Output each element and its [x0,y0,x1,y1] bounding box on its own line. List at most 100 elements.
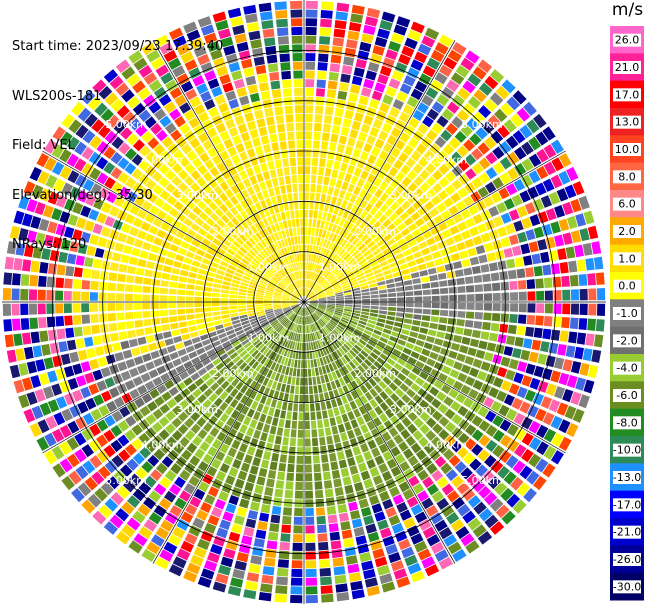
velocity-cell [338,227,346,237]
velocity-cell [321,141,329,150]
velocity-cell [216,65,229,77]
velocity-cell [289,245,294,255]
velocity-cell [421,35,436,48]
velocity-cell [274,309,283,314]
velocity-cell [258,2,272,13]
velocity-cell [434,338,444,346]
velocity-cell [328,390,335,400]
velocity-cell [292,534,303,543]
velocity-cell [326,308,335,312]
velocity-cell [279,316,287,323]
velocity-cell [203,32,218,44]
velocity-cell [59,380,71,393]
velocity-cell [334,235,342,244]
velocity-cell [528,351,539,363]
velocity-cell [367,531,380,543]
velocity-cell [485,151,498,165]
velocity-cell [551,432,564,447]
velocity-cell [111,342,122,352]
velocity-cell [302,334,304,343]
velocity-cell [557,343,567,356]
velocity-cell [418,224,429,233]
velocity-cell [124,162,137,175]
velocity-cell [116,283,125,292]
velocity-cell [331,282,340,288]
velocity-cell [304,157,311,166]
velocity-cell [81,146,94,160]
velocity-cell [312,140,320,149]
velocity-cell [223,455,234,466]
velocity-cell [343,253,351,261]
velocity-cell [58,341,68,353]
velocity-cell [164,258,174,266]
velocity-cell [143,94,156,107]
velocity-cell [308,377,313,386]
velocity-cell [159,295,168,302]
velocity-cell [399,383,410,393]
velocity-cell [370,290,379,295]
velocity-cell [313,385,318,394]
velocity-cell [190,411,201,422]
velocity-cell [152,271,162,279]
velocity-cell [386,223,396,232]
velocity-cell [296,342,300,351]
velocity-cell [67,170,80,184]
velocity-cell [2,303,12,316]
velocity-cell [47,370,58,383]
velocity-cell [251,546,264,557]
velocity-cell [314,264,319,272]
velocity-cell [263,358,271,367]
velocity-cell [362,568,376,580]
velocity-cell [300,235,304,244]
velocity-cell [316,309,324,315]
velocity-cell [115,303,125,311]
velocity-cell [255,297,264,300]
velocity-cell [223,276,232,282]
velocity-cell [271,142,279,152]
velocity-cell [537,239,548,251]
velocity-cell [314,349,319,359]
velocity-cell [533,365,545,378]
velocity-cell [317,384,323,394]
velocity-cell [301,316,304,325]
velocity-cell [211,86,223,98]
velocity-cell [295,290,301,298]
velocity-cell [203,307,212,312]
velocity-cell [288,367,294,376]
velocity-cell [343,538,355,548]
velocity-cell [274,1,287,11]
velocity-cell [282,158,289,167]
velocity-cell [205,321,214,328]
velocity-cell [292,411,298,421]
velocity-cell [226,177,235,188]
velocity-cell [335,179,343,189]
velocity-cell [110,439,123,453]
velocity-cell [552,276,562,288]
velocity-cell [495,85,510,100]
velocity-cell [582,348,593,362]
velocity-cell [273,307,282,310]
velocity-cell [164,379,175,390]
velocity-cell [370,364,379,373]
velocity-cell [343,56,355,66]
velocity-cell [108,322,118,332]
range-ring-label: 2.00km [354,367,396,380]
velocity-cell [367,61,380,73]
velocity-cell [53,178,66,192]
velocity-cell [208,178,218,189]
velocity-cell [91,324,101,335]
velocity-cell [300,360,304,369]
velocity-cell [304,447,312,456]
velocity-cell [281,297,290,300]
velocity-cell [208,201,218,212]
velocity-cell [184,163,196,174]
velocity-cell [558,170,571,185]
velocity-cell [360,424,369,434]
velocity-cell [498,404,510,417]
velocity-cell [116,485,130,499]
velocity-cell [587,318,596,331]
velocity-cell [310,236,314,245]
velocity-cell [172,188,183,199]
velocity-cell [299,270,302,279]
velocity-cell [225,210,234,220]
